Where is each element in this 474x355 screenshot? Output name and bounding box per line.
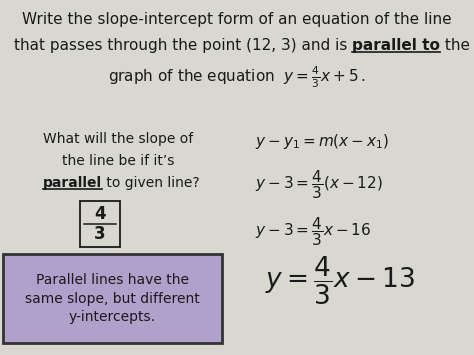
Text: that passes through the point (12, 3) and is: that passes through the point (12, 3) an… xyxy=(14,38,353,53)
Text: to given line?: to given line? xyxy=(102,176,200,190)
Text: graph of the equation  $y = \frac{4}{3}x+5\,.$: graph of the equation $y = \frac{4}{3}x+… xyxy=(108,64,366,89)
Text: 4: 4 xyxy=(94,205,106,223)
Text: Parallel lines have the
same slope, but different
y-intercepts.: Parallel lines have the same slope, but … xyxy=(25,273,200,324)
Text: $y - 3 = \dfrac{4}{3}(x - 12)$: $y - 3 = \dfrac{4}{3}(x - 12)$ xyxy=(255,168,383,201)
Text: 3: 3 xyxy=(94,225,106,243)
FancyBboxPatch shape xyxy=(3,254,222,343)
Text: $y - 3 = \dfrac{4}{3}x - 16$: $y - 3 = \dfrac{4}{3}x - 16$ xyxy=(255,215,371,248)
Text: Write the slope-intercept form of an equation of the line: Write the slope-intercept form of an equ… xyxy=(22,12,452,27)
Text: $y = \dfrac{4}{3}x - 13$: $y = \dfrac{4}{3}x - 13$ xyxy=(265,255,415,307)
Text: What will the slope of: What will the slope of xyxy=(43,132,193,146)
Text: the line be if it’s: the line be if it’s xyxy=(62,154,174,168)
Text: the: the xyxy=(440,38,470,53)
Text: $y - y_1 = m(x - x_1)$: $y - y_1 = m(x - x_1)$ xyxy=(255,132,390,151)
Text: parallel: parallel xyxy=(43,176,102,190)
Text: parallel to: parallel to xyxy=(353,38,440,53)
FancyBboxPatch shape xyxy=(80,201,120,247)
